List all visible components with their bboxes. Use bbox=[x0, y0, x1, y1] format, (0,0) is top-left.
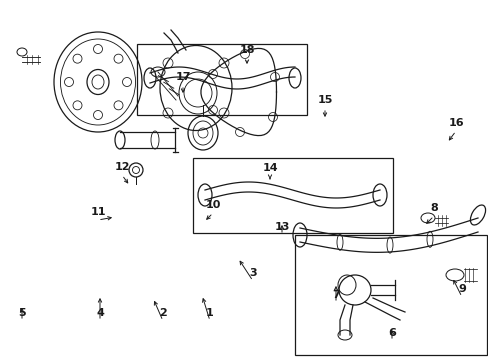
Text: 11: 11 bbox=[90, 207, 105, 217]
Text: 3: 3 bbox=[249, 268, 256, 278]
Text: 8: 8 bbox=[429, 203, 437, 213]
Text: 10: 10 bbox=[205, 200, 220, 210]
Bar bbox=[193, 158, 392, 233]
Bar bbox=[294, 235, 486, 355]
Text: 4: 4 bbox=[96, 308, 104, 318]
Text: 13: 13 bbox=[274, 222, 289, 232]
Text: 6: 6 bbox=[387, 328, 395, 338]
Text: 14: 14 bbox=[262, 163, 277, 173]
Text: 15: 15 bbox=[317, 95, 332, 105]
Text: 12: 12 bbox=[114, 162, 129, 172]
Text: 9: 9 bbox=[457, 284, 465, 294]
Text: 17: 17 bbox=[175, 72, 190, 82]
Text: 16: 16 bbox=[447, 118, 463, 128]
Text: 18: 18 bbox=[239, 45, 254, 55]
Bar bbox=[137, 44, 306, 115]
Text: 7: 7 bbox=[331, 290, 339, 300]
Text: 2: 2 bbox=[159, 308, 166, 318]
Text: 1: 1 bbox=[206, 308, 213, 318]
Text: 5: 5 bbox=[18, 308, 26, 318]
